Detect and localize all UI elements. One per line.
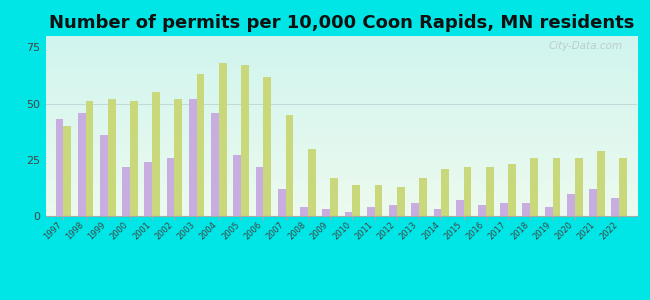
Bar xyxy=(597,151,604,216)
Bar xyxy=(456,200,463,216)
Bar xyxy=(211,112,219,216)
Bar xyxy=(367,207,374,216)
Bar xyxy=(63,126,71,216)
Bar xyxy=(478,205,486,216)
Text: City-Data.com: City-Data.com xyxy=(548,41,622,51)
Bar xyxy=(300,207,308,216)
Bar xyxy=(567,194,575,216)
Bar xyxy=(189,99,197,216)
Bar xyxy=(122,167,130,216)
Bar xyxy=(144,162,152,216)
Bar xyxy=(55,119,63,216)
Bar xyxy=(278,189,285,216)
Bar xyxy=(374,184,382,216)
Title: Number of permits per 10,000 Coon Rapids, MN residents: Number of permits per 10,000 Coon Rapids… xyxy=(49,14,634,32)
Bar xyxy=(530,158,538,216)
Bar xyxy=(233,155,241,216)
Bar xyxy=(619,158,627,216)
Bar xyxy=(330,178,338,216)
Bar xyxy=(545,207,552,216)
Bar xyxy=(108,99,116,216)
Bar xyxy=(589,189,597,216)
Bar xyxy=(389,205,397,216)
Bar xyxy=(241,65,249,216)
Bar xyxy=(255,167,263,216)
Bar xyxy=(552,158,560,216)
Bar xyxy=(152,92,160,216)
Bar xyxy=(397,187,404,216)
Bar xyxy=(434,209,441,216)
Bar xyxy=(352,184,360,216)
Bar xyxy=(86,101,94,216)
Bar xyxy=(523,202,530,216)
Bar xyxy=(174,99,182,216)
Bar xyxy=(508,164,516,216)
Legend: Coon Rapids city, Minnesota average: Coon Rapids city, Minnesota average xyxy=(198,296,484,300)
Bar xyxy=(100,135,108,216)
Bar xyxy=(463,167,471,216)
Bar xyxy=(219,63,227,216)
Bar xyxy=(78,112,86,216)
Bar xyxy=(612,198,619,216)
Bar xyxy=(166,158,174,216)
Bar xyxy=(419,178,427,216)
Bar xyxy=(197,74,205,216)
Bar xyxy=(263,76,271,216)
Bar xyxy=(500,202,508,216)
Bar xyxy=(285,115,293,216)
Bar xyxy=(575,158,582,216)
Bar xyxy=(411,202,419,216)
Bar xyxy=(130,101,138,216)
Bar xyxy=(322,209,330,216)
Bar xyxy=(344,212,352,216)
Bar xyxy=(486,167,493,216)
Bar xyxy=(308,148,316,216)
Bar xyxy=(441,169,449,216)
